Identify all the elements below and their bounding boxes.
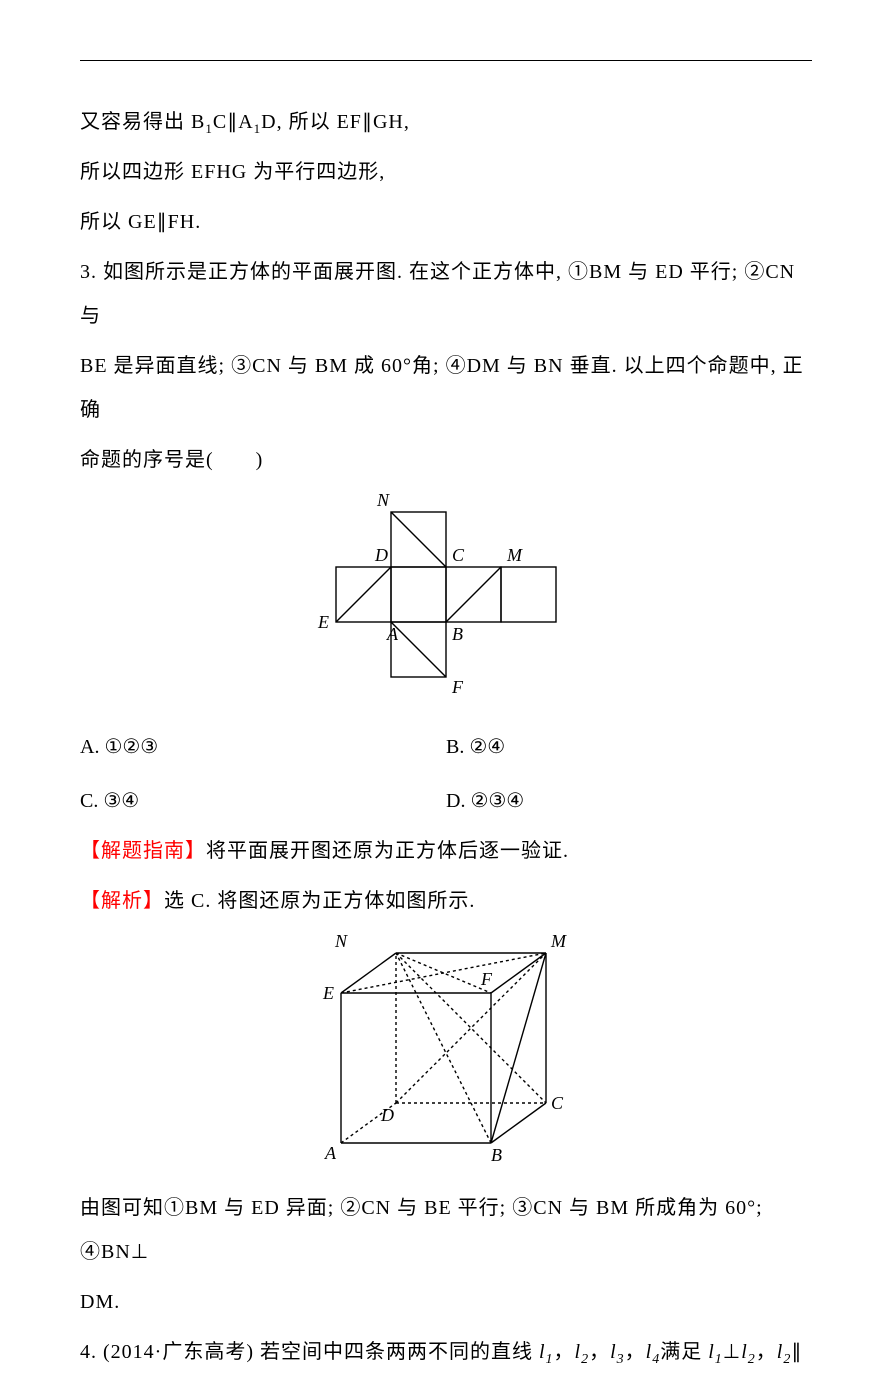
q4-mid2: 满足: [660, 1341, 708, 1363]
svg-text:D: D: [374, 545, 388, 565]
page-top-rule: [80, 60, 812, 61]
text-seg: D, 所以 EF: [261, 111, 362, 133]
q4-s4: 4: [652, 1352, 660, 1367]
parallel-symbol-2: ∥: [362, 111, 373, 133]
svg-text:A: A: [386, 624, 399, 644]
guide-text: 将平面展开图还原为正方体后逐一验证.: [206, 840, 569, 862]
figure-net: N D C M E A B F: [80, 492, 812, 707]
svg-text:E: E: [322, 983, 334, 1003]
proof-line-1: 又容易得出 B1C∥A1D, 所以 EF∥GH,: [80, 100, 812, 144]
svg-text:B: B: [491, 1145, 502, 1163]
text-seg: 又容易得出 B: [80, 111, 205, 133]
q4-s3: 3: [617, 1352, 625, 1367]
q4-text-a: 4. (2014·广东高考) 若空间中四条两两不同的直线: [80, 1341, 539, 1363]
q3-stem-b: BE 是异面直线; ③CN 与 BM 成 60°角; ④DM 与 BN 垂直. …: [80, 344, 812, 432]
cube-svg: N M E F D C A B: [316, 933, 576, 1163]
q4-comma1: ，: [554, 1341, 575, 1363]
q3-stem-c: 命题的序号是( ): [80, 438, 812, 482]
q4-s1: 1: [546, 1352, 554, 1367]
q3-options-row1: A. ①②③ B. ②④: [80, 725, 812, 769]
option-b: B. ②④: [446, 725, 812, 769]
text-seg: C: [213, 111, 227, 133]
proof-line-3: 所以 GE∥FH.: [80, 200, 812, 244]
q4-s2: 2: [581, 1352, 589, 1367]
q3-guide: 【解题指南】将平面展开图还原为正方体后逐一验证.: [80, 829, 812, 873]
svg-text:N: N: [376, 492, 390, 510]
q4-comma2: ，: [589, 1341, 610, 1363]
net-svg: N D C M E A B F: [306, 492, 586, 702]
option-d: D. ②③④: [446, 779, 812, 823]
svg-text:M: M: [506, 545, 523, 565]
text-seg: A: [238, 111, 253, 133]
proof-line-2: 所以四边形 EFHG 为平行四边形,: [80, 150, 812, 194]
q4-s2c: 2: [783, 1352, 791, 1367]
svg-text:C: C: [551, 1093, 564, 1113]
q4-comma4: ，: [756, 1341, 777, 1363]
analysis-text: 选 C. 将图还原为正方体如图所示.: [164, 890, 475, 912]
subscript-1: 1: [205, 121, 213, 136]
svg-text:N: N: [334, 933, 348, 951]
q3-analysis: 【解析】选 C. 将图还原为正方体如图所示.: [80, 879, 812, 923]
svg-text:B: B: [452, 624, 463, 644]
svg-text:E: E: [317, 612, 329, 632]
q4-perp: ⊥: [723, 1341, 741, 1363]
q4-s2b: 2: [748, 1352, 756, 1367]
text-seg: GH,: [373, 111, 410, 133]
q3-conclusion-b: DM.: [80, 1280, 812, 1324]
svg-text:D: D: [380, 1105, 394, 1125]
q4-stem: 4. (2014·广东高考) 若空间中四条两两不同的直线 l1，l2，l3，l4…: [80, 1330, 812, 1376]
svg-text:C: C: [452, 545, 465, 565]
svg-text:F: F: [451, 677, 464, 697]
option-a: A. ①②③: [80, 725, 446, 769]
guide-label: 【解题指南】: [80, 840, 206, 862]
parallel-symbol: ∥: [227, 111, 238, 133]
figure-cube: N M E F D C A B: [80, 933, 812, 1168]
option-c: C. ③④: [80, 779, 446, 823]
svg-text:M: M: [550, 933, 567, 951]
q4-par: ∥: [791, 1341, 802, 1363]
q3-stem-a: 3. 如图所示是正方体的平面展开图. 在这个正方体中, ①BM 与 ED 平行;…: [80, 250, 812, 338]
svg-text:F: F: [480, 969, 493, 989]
svg-text:A: A: [324, 1143, 337, 1163]
q4-comma3: ，: [625, 1341, 646, 1363]
q3-conclusion-a: 由图可知①BM 与 ED 异面; ②CN 与 BE 平行; ③CN 与 BM 所…: [80, 1186, 812, 1274]
analysis-label: 【解析】: [80, 890, 164, 912]
q3-options-row2: C. ③④ D. ②③④: [80, 779, 812, 823]
q4-s1b: 1: [715, 1352, 723, 1367]
